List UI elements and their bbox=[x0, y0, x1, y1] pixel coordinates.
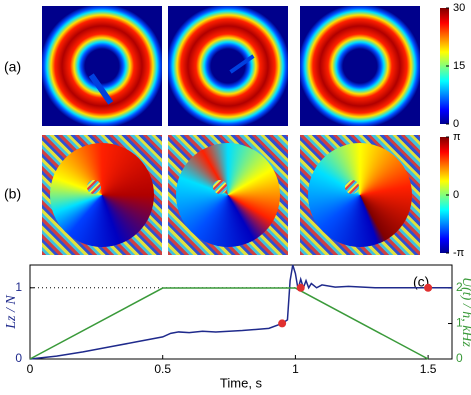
y-tick-label: 0 bbox=[15, 351, 22, 365]
marker bbox=[424, 283, 433, 292]
colorbar-tick-label: π bbox=[453, 131, 461, 143]
x-tick-label: 0.5 bbox=[154, 362, 171, 376]
y-tick-label: 1 bbox=[15, 280, 22, 294]
y2-tick-label: 2 bbox=[456, 280, 463, 294]
y2-tick-label: 1 bbox=[456, 316, 463, 330]
phase-image bbox=[168, 135, 288, 255]
marker bbox=[278, 319, 287, 328]
y2-tick-label: 0 bbox=[456, 351, 463, 365]
y2-axis-label: U(t) / h, kHz bbox=[459, 277, 471, 348]
x-axis-label: Time, s bbox=[220, 375, 263, 390]
colorbar bbox=[440, 8, 449, 124]
colorbar-tick-label: -π bbox=[453, 247, 465, 259]
density-image bbox=[300, 6, 420, 126]
density-image bbox=[168, 6, 288, 126]
density-image bbox=[42, 6, 162, 126]
data-line bbox=[29, 264, 452, 360]
data-line bbox=[29, 287, 429, 360]
x-tick-label: 1 bbox=[292, 362, 299, 376]
x-tick-label: 0 bbox=[27, 362, 34, 376]
colorbar bbox=[440, 137, 449, 253]
phase-image bbox=[300, 135, 420, 255]
phase-image bbox=[42, 135, 162, 255]
colorbar-tick-label: 0 bbox=[453, 189, 459, 201]
y-axis-label: Lz / N bbox=[4, 295, 19, 330]
x-tick-label: 1.5 bbox=[420, 362, 437, 376]
panel-label: (b) bbox=[4, 186, 21, 202]
colorbar-tick-label: 0 bbox=[453, 118, 459, 130]
colorbar-tick-label: 30 bbox=[453, 2, 465, 14]
colorbar-tick-label: 15 bbox=[453, 60, 465, 72]
panel-label: (a) bbox=[4, 59, 21, 75]
plot-frame bbox=[29, 264, 453, 360]
marker bbox=[296, 283, 305, 292]
